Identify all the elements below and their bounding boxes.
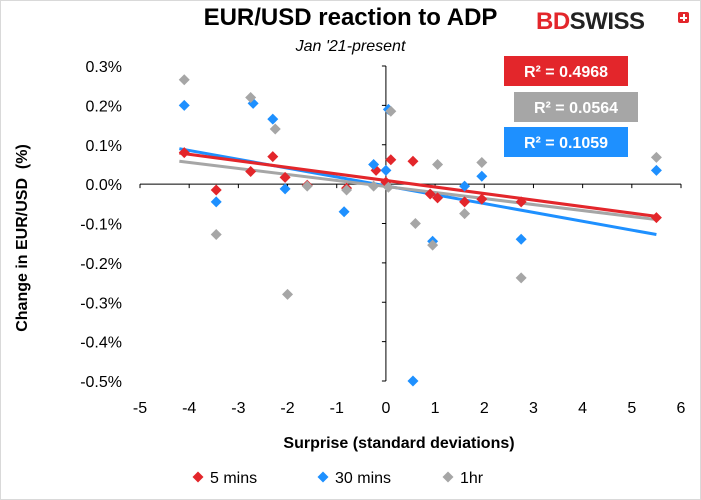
y-tick-label: 0.3% [86,59,122,76]
trendlines [179,147,657,237]
data-point [432,192,444,204]
data-point [245,166,257,178]
y-tick-label: 0.0% [86,177,122,194]
chart-title: EUR/USD reaction to ADP [203,4,498,31]
legend-label: 1hr [460,470,484,487]
data-point [382,181,394,193]
y-tick-label: -0.5% [80,374,122,391]
data-point [424,188,436,200]
data-point [210,229,222,241]
data-point [650,164,662,176]
x-tick-label: 3 [529,400,538,417]
legend-label: 5 mins [210,470,257,487]
data-point [178,74,190,86]
x-tick-label: -5 [133,400,147,417]
data-point [245,92,257,103]
data-point [476,193,488,205]
y-tick-label: -0.2% [80,256,122,273]
data-point [515,233,527,245]
data-point [432,158,444,170]
data-point [515,196,527,208]
data-point [368,158,380,170]
y-tick-label: 0.1% [86,138,122,155]
data-point [279,171,291,183]
data-point [301,180,313,192]
bdswiss-logo: BDSWISS [536,8,645,36]
data-point [650,151,662,163]
logo-text-swiss: SWISS [569,8,645,35]
legend-label: 30 mins [335,470,391,487]
trendline [179,151,657,218]
data-point [476,170,488,182]
x-tick-label: 4 [578,400,587,417]
data-point [385,154,397,166]
legend-marker [317,471,329,483]
x-tick-label: -2 [280,400,294,417]
x-tick-label: 2 [480,400,489,417]
data-point [341,184,353,196]
x-tick-label: -1 [330,400,344,417]
data-point [515,272,527,284]
data-point [178,99,190,111]
data-point [178,147,190,159]
y-tick-label: -0.3% [80,295,122,312]
trendline [179,159,657,222]
x-tick-label: 6 [677,400,686,417]
r2-label-box [514,92,638,122]
data-point [427,239,439,251]
x-tick-label: 1 [431,400,440,417]
legend-marker [442,471,454,483]
data-point [279,183,291,195]
axes: 0.3% 0.2% 0.1% 0.0% -0.1% -0.2% -0.3% -0.4% -0.5… [80,59,685,417]
y-tick-label: -0.1% [80,217,122,234]
data-point [338,206,350,218]
data-point [459,196,471,208]
y-tick-label: 0.2% [86,98,122,115]
data-point [267,151,279,163]
x-axis-title: Surprise (standard deviations) [283,435,514,452]
data-point [409,218,421,229]
data-point [459,180,471,192]
data-point [368,180,380,192]
data-points [178,74,662,387]
r2-label-box [504,56,628,86]
data-point [650,212,662,224]
data-point [210,196,222,208]
data-point [407,155,419,167]
data-point [269,123,281,135]
y-tick-label: -0.4% [80,335,122,352]
r2-label-box [504,127,628,157]
r2-label: R² = 0.4968 [524,64,608,81]
data-point [210,184,222,196]
x-tick-label: -3 [231,400,245,417]
data-point [476,156,488,168]
chart-subtitle: Jan '21-present [295,38,406,55]
legend-marker [192,471,204,483]
logo-text-bd: BD [536,8,570,35]
legend: 5 mins 30 mins 1hr [192,470,484,487]
data-point [407,375,419,387]
x-tick-label: -4 [182,400,196,417]
data-point [267,113,279,125]
x-tick-label: 5 [627,400,636,417]
r2-labels: R² = 0.4968 R² = 0.0564 R² = 0.1059 [504,56,638,157]
x-tick-label: 0 [381,400,390,417]
r2-label: R² = 0.1059 [524,135,608,152]
data-point [282,288,294,300]
y-axis-title: Change in EUR/USD (%) [14,144,31,332]
r2-label: R² = 0.0564 [534,100,618,117]
data-point [459,208,471,220]
swiss-cross-icon [678,12,689,23]
data-point [385,105,397,117]
data-point [380,164,392,176]
